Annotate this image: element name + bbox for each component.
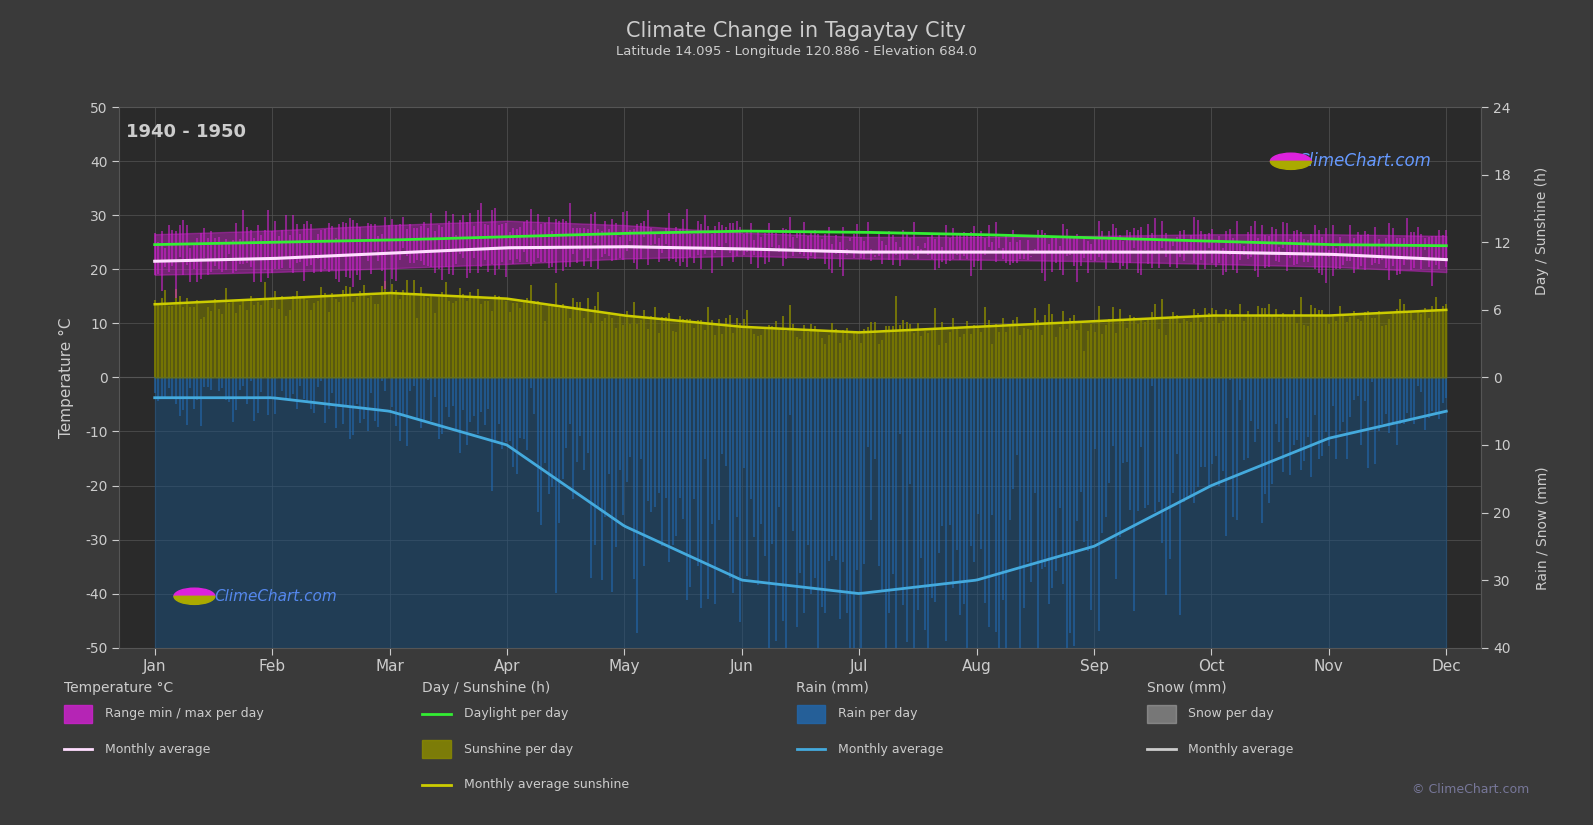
- Wedge shape: [174, 596, 215, 605]
- Wedge shape: [174, 588, 215, 596]
- Text: Rain / Snow (mm): Rain / Snow (mm): [1536, 466, 1548, 590]
- Text: Temperature °C: Temperature °C: [64, 681, 174, 695]
- Text: Monthly average sunshine: Monthly average sunshine: [464, 778, 629, 791]
- Text: Rain per day: Rain per day: [838, 707, 918, 720]
- Text: Climate Change in Tagaytay City: Climate Change in Tagaytay City: [626, 21, 967, 40]
- Text: Daylight per day: Daylight per day: [464, 707, 569, 720]
- Wedge shape: [1270, 161, 1311, 169]
- Text: Monthly average: Monthly average: [838, 742, 943, 756]
- Text: Snow (mm): Snow (mm): [1147, 681, 1227, 695]
- Text: Range min / max per day: Range min / max per day: [105, 707, 264, 720]
- Y-axis label: Temperature °C: Temperature °C: [59, 317, 73, 438]
- Text: Day / Sunshine (h): Day / Sunshine (h): [422, 681, 551, 695]
- Text: Monthly average: Monthly average: [1188, 742, 1294, 756]
- Wedge shape: [1270, 153, 1311, 161]
- Text: Snow per day: Snow per day: [1188, 707, 1274, 720]
- Text: Latitude 14.095 - Longitude 120.886 - Elevation 684.0: Latitude 14.095 - Longitude 120.886 - El…: [616, 45, 977, 59]
- Text: ClimeChart.com: ClimeChart.com: [215, 589, 338, 604]
- Text: 1940 - 1950: 1940 - 1950: [126, 124, 247, 141]
- Text: Rain (mm): Rain (mm): [796, 681, 870, 695]
- Text: Sunshine per day: Sunshine per day: [464, 742, 573, 756]
- Text: Monthly average: Monthly average: [105, 742, 210, 756]
- Text: Day / Sunshine (h): Day / Sunshine (h): [1536, 167, 1548, 295]
- Text: © ClimeChart.com: © ClimeChart.com: [1411, 783, 1529, 796]
- Text: ClimeChart.com: ClimeChart.com: [1298, 153, 1432, 170]
